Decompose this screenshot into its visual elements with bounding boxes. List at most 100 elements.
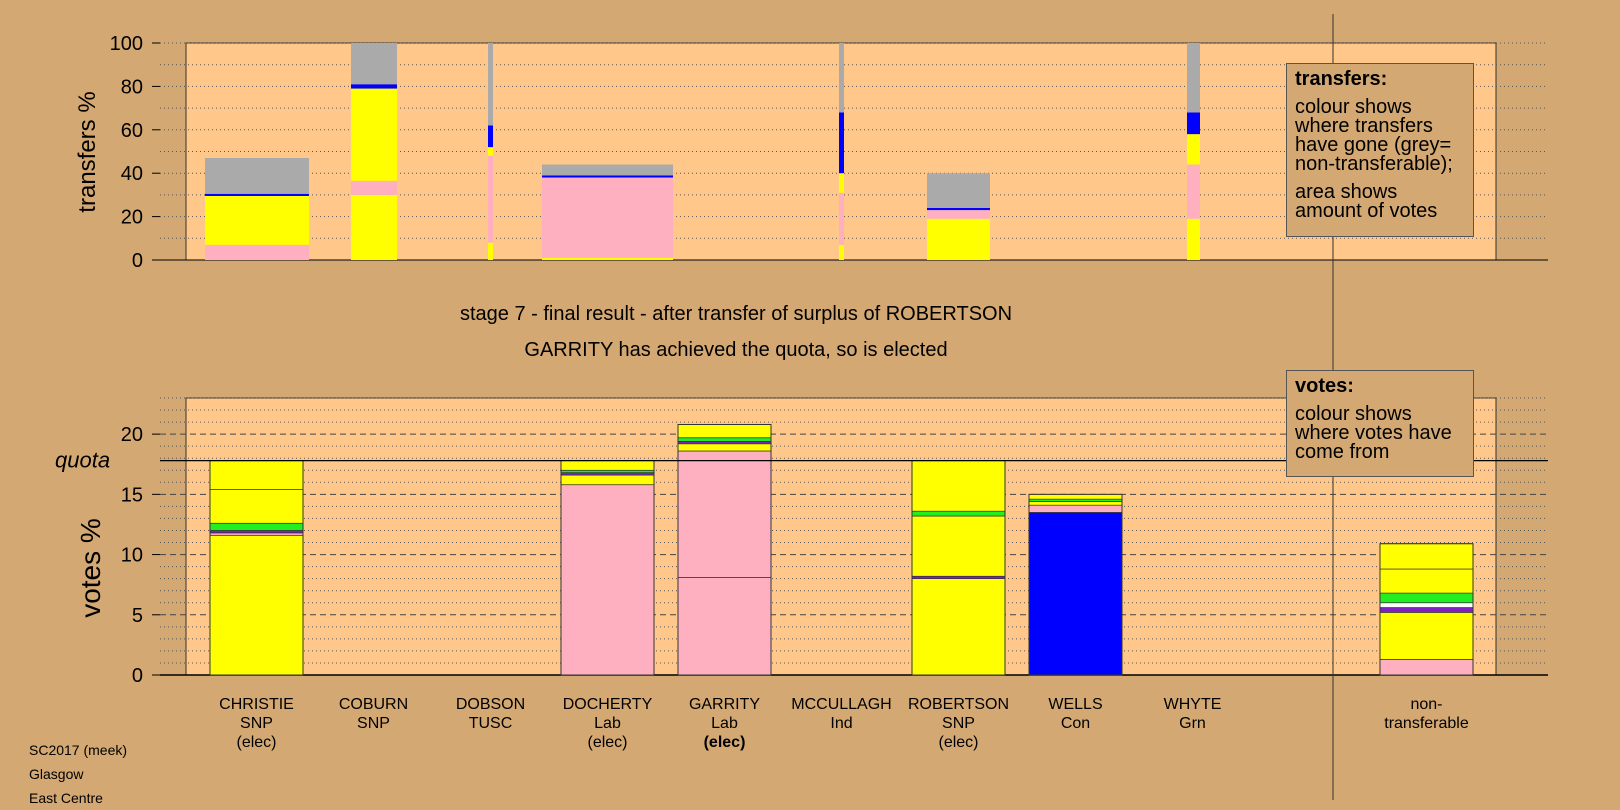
transfer-bar-segment-coburn <box>351 180 397 195</box>
candidate-status-label: (elec) <box>236 734 276 751</box>
vote-bar-segment-garrity <box>677 577 772 676</box>
transfer-bar-segment-coburn <box>351 88 397 181</box>
transfers-legend-text: colour shows where transfers have gone (… <box>1295 96 1453 175</box>
transfer-bar-segment-mccullagh <box>839 43 844 113</box>
vote-bar-segment-wells <box>1028 493 1123 500</box>
transfer-bar-segment-christie <box>205 195 309 245</box>
candidate-party-label: TUSC <box>469 715 513 732</box>
transfers-y-axis-label: transfers % <box>74 91 101 212</box>
vote-bar-segment-non <box>1379 592 1474 604</box>
vote-bar-segment-christie <box>209 532 304 536</box>
candidate-party-label: SNP <box>942 715 975 732</box>
votes-y-tick-label: 20 <box>121 424 143 446</box>
votes-legend-title: votes: <box>1295 375 1354 397</box>
vote-bar-segment-robertson <box>911 578 1006 676</box>
vote-bar-segment-non <box>1379 602 1474 608</box>
transfer-bar-segment-whyte <box>1187 218 1200 260</box>
vote-bar-outline <box>1028 493 1123 676</box>
votes-y-tick-label: 15 <box>121 484 143 506</box>
transfer-bar-segment-docherty <box>542 257 673 260</box>
votes-plot-area <box>185 397 1497 676</box>
vote-bar-segment-docherty <box>560 469 655 474</box>
vote-bar-segment-non <box>1379 612 1474 660</box>
vote-bar-segment-garrity <box>677 424 772 439</box>
candidate-party-label: Lab <box>711 715 738 732</box>
transfer-bar-segment-mccullagh <box>839 112 844 174</box>
candidate-name-label: GARRITY <box>689 696 760 713</box>
votes-y-tick-label: 5 <box>132 605 143 627</box>
vote-bar-segment-wells <box>1028 501 1123 506</box>
votes-legend: votes: colour shows where votes have com… <box>1286 370 1474 477</box>
vote-bar-segment-garrity <box>677 441 772 445</box>
transfer-bar-segment-dobson <box>488 125 493 148</box>
vote-bar-segment-garrity <box>677 450 772 578</box>
transfers-y-tick-label: 60 <box>121 120 143 142</box>
transfers-legend-area: area shows amount of votes <box>1295 181 1438 222</box>
transfers-y-tick-label: 40 <box>121 163 143 185</box>
vote-bar-segment-docherty <box>560 484 655 676</box>
candidate-name-label: DOCHERTY <box>563 696 653 713</box>
vote-bar-segment-robertson <box>911 515 1006 577</box>
footer-ward: East Centre <box>29 790 103 806</box>
transfers-y-tick-label: 80 <box>121 76 143 98</box>
transfer-bar-segment-docherty <box>542 164 673 176</box>
vote-bar-segment-robertson <box>911 460 1006 512</box>
vote-bar-segment-wells <box>1028 504 1123 513</box>
candidate-name-label: DOBSON <box>456 696 525 713</box>
transfer-bar-segment-dobson <box>488 43 493 126</box>
transfers-y-tick-label: 0 <box>132 250 143 272</box>
footer-election: SC2017 (meek) <box>29 742 128 758</box>
vote-bar-segment-robertson <box>911 510 1006 517</box>
vote-bar-segment-non <box>1379 658 1474 676</box>
transfer-bar-segment-whyte <box>1187 43 1200 113</box>
candidate-name-label: MCCULLAGH <box>791 696 891 713</box>
transfer-bar-segment-docherty <box>542 175 673 178</box>
transfer-bar-segment-mccullagh <box>839 244 844 260</box>
footer-council: Glasgow <box>29 766 84 782</box>
candidate-party-label: SNP <box>357 715 390 732</box>
vote-bar-segment-christie <box>209 489 304 524</box>
footer: SC2017 (meek) Glasgow East Centre <box>29 738 127 810</box>
quota-label: quota <box>55 448 110 473</box>
candidate-party-label: transferable <box>1384 715 1469 732</box>
vote-bar-segment-non <box>1379 568 1474 594</box>
transfer-bar-segment-christie <box>205 244 309 260</box>
transfer-bar-segment-whyte <box>1187 164 1200 219</box>
transfers-legend: transfers: colour shows where transfers … <box>1286 63 1474 237</box>
transfer-bar-segment-robertson <box>927 173 990 208</box>
candidate-status-label: (elec) <box>938 734 978 751</box>
transfer-bar-segment-dobson <box>488 242 493 260</box>
transfer-bar-segment-whyte <box>1187 112 1200 135</box>
vote-bar-segment-non <box>1379 607 1474 613</box>
transfer-bar-segment-robertson <box>927 207 990 211</box>
vote-bar-segment-docherty <box>560 460 655 471</box>
transfers-y-tick-label: 100 <box>110 33 143 55</box>
candidate-name-label: ROBERTSON <box>908 696 1009 713</box>
transfer-bar-segment-coburn <box>351 43 397 85</box>
vote-bar-segment-docherty <box>560 472 655 476</box>
candidate-name-label: WHYTE <box>1164 696 1222 713</box>
votes-y-tick-label: 10 <box>121 545 143 567</box>
vote-bar-segment-garrity <box>677 437 772 442</box>
candidate-party-label: Ind <box>830 715 852 732</box>
vote-bar-segment-garrity <box>677 443 772 452</box>
transfer-bar-segment-mccullagh <box>839 192 844 245</box>
stage-result: GARRITY has achieved the quota, so is el… <box>524 339 948 361</box>
transfer-bar-segment-whyte <box>1187 134 1200 165</box>
vote-bar-segment-non <box>1379 543 1474 570</box>
candidate-party-label: Grn <box>1179 715 1206 732</box>
transfer-bar-segment-christie <box>205 158 309 194</box>
transfer-bar-segment-christie <box>205 193 309 196</box>
vote-bar-segment-robertson <box>911 575 1006 580</box>
candidate-party-label: Con <box>1061 715 1090 732</box>
candidate-party-label: Lab <box>594 715 621 732</box>
vote-bar-segment-christie <box>209 534 304 676</box>
vote-bar-outline <box>1379 543 1474 676</box>
candidate-name-label: non- <box>1410 696 1442 713</box>
vote-bar-outline <box>677 423 772 676</box>
candidate-name-label: CHRISTIE <box>219 696 294 713</box>
transfer-bar-segment-dobson <box>488 147 493 156</box>
vote-bar-segment-christie <box>209 522 304 531</box>
candidate-status-label: (elec) <box>587 734 627 751</box>
vote-bar-segment-christie <box>209 460 304 490</box>
